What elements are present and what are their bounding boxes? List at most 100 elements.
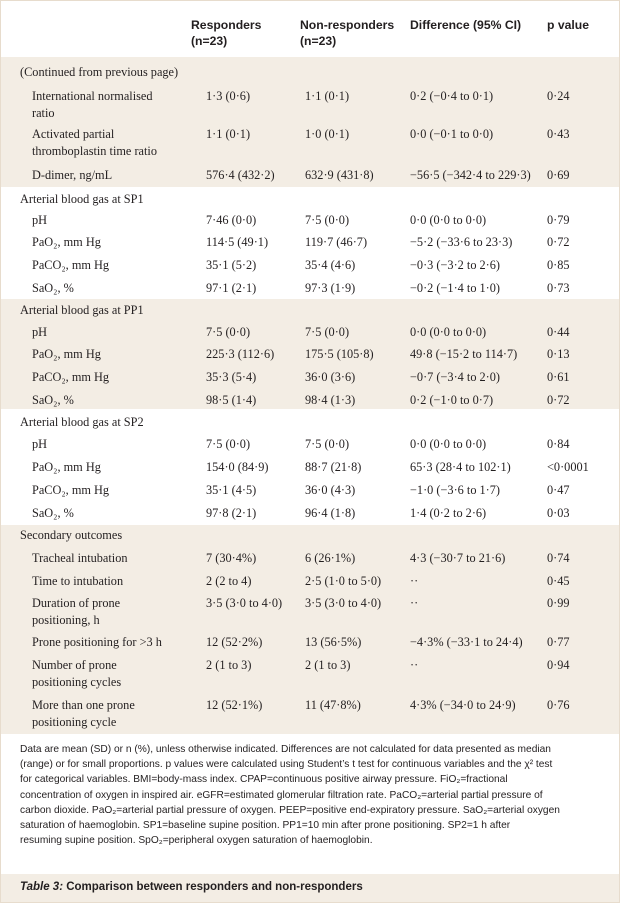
table-section xyxy=(1,299,619,409)
row-label: Tracheal intubation xyxy=(32,551,128,565)
cell-non-responders: 98·4 (1·3) xyxy=(305,393,356,407)
cell-non-responders: 7·5 (0·0) xyxy=(305,213,350,227)
row-label: positioning cycle xyxy=(32,715,117,729)
cell-difference: −1·0 (−3·6 to 1·7) xyxy=(410,483,501,497)
cell-responders: 114·5 (49·1) xyxy=(206,235,269,249)
cell-difference: 4·3% (−34·0 to 24·9) xyxy=(410,698,516,712)
cell-non-responders: 2 (1 to 3) xyxy=(305,658,351,672)
cell-difference: 0·0 (0·0 to 0·0) xyxy=(410,213,487,227)
cell-responders: 1·3 (0·6) xyxy=(206,89,251,103)
cell-responders: 35·1 (5·2) xyxy=(206,258,257,272)
section-title: (Continued from previous page) xyxy=(20,65,179,79)
cell-difference: −4·3% (−33·1 to 24·4) xyxy=(410,635,523,649)
row-label: Prone positioning for >3 h xyxy=(32,635,162,649)
cell-p-value: 0·84 xyxy=(547,437,570,451)
cell-responders: 154·0 (84·9) xyxy=(206,460,269,474)
row-label: PaO₂, mm Hg xyxy=(32,460,101,474)
cell-difference: −0·2 (−1·4 to 1·0) xyxy=(410,281,501,295)
cell-non-responders: 11 (47·8%) xyxy=(305,698,361,712)
column-header-line: (n=23) xyxy=(300,34,337,48)
cell-p-value: 0·43 xyxy=(547,127,570,141)
cell-difference: ·· xyxy=(410,574,419,588)
table-header: Responders (n=23) Non-responders (n=23) … xyxy=(1,1,619,56)
cell-responders: 3·5 (3·0 to 4·0) xyxy=(206,596,283,610)
row-label: PaCO₂, mm Hg xyxy=(32,258,110,272)
column-header-responders: Responders (n=23) xyxy=(191,17,261,49)
cell-responders: 225·3 (112·6) xyxy=(206,347,275,361)
row-label: PaCO₂, mm Hg xyxy=(32,370,110,384)
cell-p-value: <0·0001 xyxy=(547,460,589,474)
row-label: thromboplastin time ratio xyxy=(32,144,157,158)
cell-non-responders: 13 (56·5%) xyxy=(305,635,362,649)
row-label: Number of prone xyxy=(32,658,117,672)
cell-responders: 97·1 (2·1) xyxy=(206,281,257,295)
cell-p-value: 0·99 xyxy=(547,596,570,610)
cell-p-value: 0·77 xyxy=(547,635,570,649)
row-label: ratio xyxy=(32,106,55,120)
table-section xyxy=(1,57,619,187)
cell-p-value: 0·61 xyxy=(547,370,570,384)
row-label: International normalised xyxy=(32,89,153,103)
row-label: pH xyxy=(32,213,48,227)
cell-non-responders: 96·4 (1·8) xyxy=(305,506,356,520)
row-label: More than one prone xyxy=(32,698,135,712)
footnote-line: resuming supine position. SpO₂=periphera… xyxy=(20,835,373,847)
cell-difference: 65·3 (28·4 to 102·1) xyxy=(410,460,511,474)
cell-non-responders: 88·7 (21·8) xyxy=(305,460,362,474)
table-section xyxy=(1,188,619,298)
cell-responders: 2 (2 to 4) xyxy=(206,574,252,588)
row-label: pH xyxy=(32,437,48,451)
cell-p-value: 0·44 xyxy=(547,325,570,339)
column-header-line: (n=23) xyxy=(191,34,228,48)
table-section xyxy=(1,410,619,524)
row-label: positioning, h xyxy=(32,613,100,627)
cell-responders: 35·3 (5·4) xyxy=(206,370,257,384)
cell-responders: 12 (52·1%) xyxy=(206,698,263,712)
cell-p-value: 0·73 xyxy=(547,281,570,295)
table-footnote: Data are mean (SD) or n (%), unless othe… xyxy=(20,742,605,848)
row-label: PaCO₂, mm Hg xyxy=(32,483,110,497)
section-title: Arterial blood gas at PP1 xyxy=(20,303,144,317)
cell-p-value: 0·69 xyxy=(547,168,570,182)
cell-responders: 7·5 (0·0) xyxy=(206,437,251,451)
cell-responders: 35·1 (4·5) xyxy=(206,483,257,497)
cell-responders: 7·46 (0·0) xyxy=(206,213,257,227)
cell-non-responders: 7·5 (0·0) xyxy=(305,437,350,451)
caption-title: Comparison between responders and non-re… xyxy=(63,881,363,893)
row-label: SaO₂, % xyxy=(32,281,74,295)
row-label: PaO₂, mm Hg xyxy=(32,347,101,361)
row-label: Time to intubation xyxy=(32,574,124,588)
cell-difference: 49·8 (−15·2 to 114·7) xyxy=(410,347,518,361)
row-label: pH xyxy=(32,325,48,339)
cell-non-responders: 6 (26·1%) xyxy=(305,551,356,565)
cell-non-responders: 36·0 (4·3) xyxy=(305,483,356,497)
cell-p-value: 0·74 xyxy=(547,551,570,565)
cell-non-responders: 1·0 (0·1) xyxy=(305,127,350,141)
cell-responders: 1·1 (0·1) xyxy=(206,127,251,141)
cell-p-value: 0·76 xyxy=(547,698,570,712)
cell-non-responders: 1·1 (0·1) xyxy=(305,89,350,103)
cell-difference: 0·2 (−1·0 to 0·7) xyxy=(410,393,494,407)
column-header-line: p value xyxy=(547,18,589,32)
footnote-line: saturation of haemoglobin. SP1=baseline … xyxy=(20,820,511,832)
cell-non-responders: 97·3 (1·9) xyxy=(305,281,356,295)
cell-difference: 0·0 (0·0 to 0·0) xyxy=(410,325,487,339)
cell-p-value: 0·03 xyxy=(547,506,570,520)
cell-difference: 0·0 (−0·1 to 0·0) xyxy=(410,127,494,141)
cell-p-value: 0·47 xyxy=(547,483,570,497)
caption-text: Table 3: Comparison between responders a… xyxy=(20,879,363,895)
row-label: Duration of prone xyxy=(32,596,121,610)
footnote-line: (range) or for small proportions. p valu… xyxy=(20,759,553,771)
cell-non-responders: 35·4 (4·6) xyxy=(305,258,356,272)
column-header-line: Non-responders xyxy=(300,18,395,32)
cell-p-value: 0·72 xyxy=(547,393,570,407)
section-title: Arterial blood gas at SP2 xyxy=(20,415,144,429)
cell-non-responders: 119·7 (46·7) xyxy=(305,235,368,249)
caption-label: Table 3: xyxy=(20,881,64,893)
row-label: SaO₂, % xyxy=(32,506,74,520)
cell-difference: −5·2 (−33·6 to 23·3) xyxy=(410,235,513,249)
table-caption: Table 3: Comparison between responders a… xyxy=(1,874,619,902)
cell-responders: 576·4 (432·2) xyxy=(206,168,275,182)
footnote-line: concentration of oxygen in inspired air.… xyxy=(20,789,543,801)
cell-non-responders: 36·0 (3·6) xyxy=(305,370,356,384)
